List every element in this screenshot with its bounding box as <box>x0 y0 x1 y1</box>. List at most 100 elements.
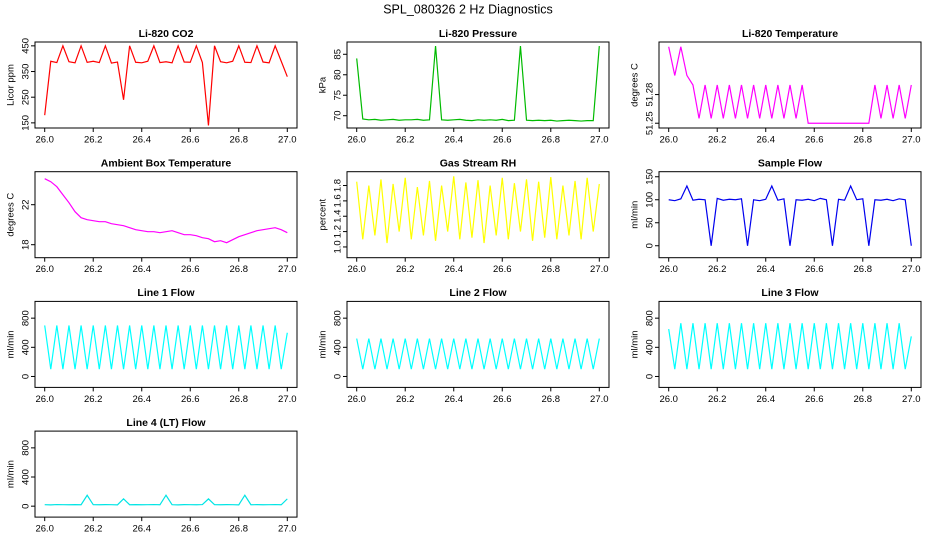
series-line <box>668 323 912 370</box>
x-tick-label: 27.0 <box>278 135 297 146</box>
plot-area <box>668 46 912 124</box>
plot-area <box>356 338 600 370</box>
y-tick-label: 51.28 <box>645 83 656 107</box>
series-line <box>668 184 912 246</box>
plot-area <box>668 184 912 246</box>
y-axis-label: ml/min <box>630 201 641 229</box>
x-tick-label: 27.0 <box>902 135 921 146</box>
panel-title: Li-820 CO2 <box>139 28 194 40</box>
y-tick-label: 18 <box>21 239 32 250</box>
y-tick-label: 0 <box>645 243 656 248</box>
plot-frame <box>34 430 298 518</box>
y-tick-label: 400 <box>333 339 344 355</box>
y-tick-label: 150 <box>21 115 32 131</box>
x-tick-label: 26.0 <box>659 135 678 146</box>
x-tick-label: 26.6 <box>181 264 200 275</box>
plot-frame <box>658 300 922 388</box>
panel-title: Li-820 Pressure <box>439 28 517 40</box>
x-tick-label: 26.6 <box>805 394 824 405</box>
x-tick-label: 26.2 <box>396 135 415 146</box>
plot-frame <box>346 41 610 129</box>
y-tick-label: 1.4 <box>333 210 344 223</box>
panel: Ambient Box Temperature 26.0 26.2 26.4 26.6 2… <box>6 157 298 275</box>
x-tick-label: 26.8 <box>230 264 249 275</box>
y-tick-label: 85 <box>333 49 344 60</box>
y-tick-label: 0 <box>645 374 656 379</box>
x-tick-label: 26.6 <box>493 264 512 275</box>
x-tick-label: 26.2 <box>84 524 103 535</box>
panel: Sample Flow 26.0 26.2 26.4 26.6 26.8 27.0 0 50 10… <box>630 157 922 275</box>
plot-frame <box>658 41 922 129</box>
plot-area <box>44 494 288 506</box>
y-tick-label: 1.8 <box>333 179 344 192</box>
x-tick-label: 27.0 <box>902 394 921 405</box>
y-tick-label: 450 <box>21 38 32 54</box>
x-tick-label: 27.0 <box>590 394 609 405</box>
y-tick-label: 75 <box>333 90 344 101</box>
x-tick-label: 26.0 <box>35 394 54 405</box>
y-tick-label: 51.25 <box>645 111 656 135</box>
y-tick-label: 0 <box>21 374 32 379</box>
x-tick-label: 26.0 <box>659 264 678 275</box>
x-tick-label: 27.0 <box>590 135 609 146</box>
x-tick-label: 26.6 <box>181 394 200 405</box>
x-tick-label: 26.4 <box>444 135 463 146</box>
y-tick-label: 70 <box>333 110 344 121</box>
x-tick-label: 26.0 <box>347 264 366 275</box>
panel: Line 2 Flow 26.0 26.2 26.4 26.6 26.8 27.0 0 400 8… <box>318 287 610 405</box>
series-line <box>44 178 288 244</box>
y-axis-label: degrees C <box>630 63 641 107</box>
x-tick-label: 26.6 <box>181 135 200 146</box>
plot-area <box>44 44 288 126</box>
x-tick-label: 26.8 <box>230 394 249 405</box>
x-tick-label: 26.2 <box>84 394 103 405</box>
x-tick-label: 26.4 <box>132 394 151 405</box>
plot-frame <box>658 171 922 259</box>
plot-frame <box>346 171 610 259</box>
y-tick-label: 800 <box>333 310 344 326</box>
series-line <box>44 325 288 370</box>
series-line <box>356 46 600 122</box>
y-tick-label: 0 <box>333 374 344 379</box>
x-tick-label: 26.4 <box>132 135 151 146</box>
y-tick-label: 250 <box>21 89 32 105</box>
x-tick-label: 26.2 <box>708 135 727 146</box>
plot-area <box>356 46 600 122</box>
panel-title: Line 4 (LT) Flow <box>126 417 206 429</box>
x-tick-label: 26.2 <box>396 264 415 275</box>
y-axis-label: Licor ppm <box>6 64 17 106</box>
x-tick-label: 26.2 <box>708 264 727 275</box>
panel-title: Ambient Box Temperature <box>101 157 232 169</box>
y-tick-label: 800 <box>645 310 656 326</box>
plot-area <box>668 323 912 370</box>
x-tick-label: 26.2 <box>84 135 103 146</box>
x-tick-label: 27.0 <box>902 264 921 275</box>
x-tick-label: 26.0 <box>347 394 366 405</box>
x-tick-label: 26.4 <box>132 264 151 275</box>
plot-frame <box>346 300 610 388</box>
y-tick-label: 800 <box>21 310 32 326</box>
x-tick-label: 26.0 <box>35 524 54 535</box>
x-tick-label: 26.2 <box>84 264 103 275</box>
y-tick-label: 150 <box>645 169 656 185</box>
plot-frame <box>34 171 298 259</box>
x-tick-label: 26.8 <box>542 264 561 275</box>
y-axis-label: degrees C <box>6 193 17 237</box>
series-line <box>356 338 600 370</box>
panel: Li-820 CO2 26.0 26.2 26.4 26.6 26.8 27.0 150 250… <box>6 28 298 146</box>
y-tick-label: 80 <box>333 69 344 80</box>
x-tick-label: 26.4 <box>132 524 151 535</box>
x-tick-label: 26.6 <box>805 264 824 275</box>
plot-frame <box>34 41 298 129</box>
y-axis-label: ml/min <box>6 460 17 488</box>
plot-area <box>44 178 288 244</box>
x-tick-label: 26.0 <box>35 135 54 146</box>
y-tick-label: 0 <box>21 504 32 509</box>
x-tick-label: 26.8 <box>854 264 873 275</box>
panel: Li-820 Pressure 26.0 26.2 26.4 26.6 26.8 27.0 7… <box>318 28 610 146</box>
x-tick-label: 26.8 <box>230 135 249 146</box>
x-tick-label: 26.4 <box>444 394 463 405</box>
y-axis-label: ml/min <box>6 330 17 358</box>
x-tick-label: 26.2 <box>708 394 727 405</box>
